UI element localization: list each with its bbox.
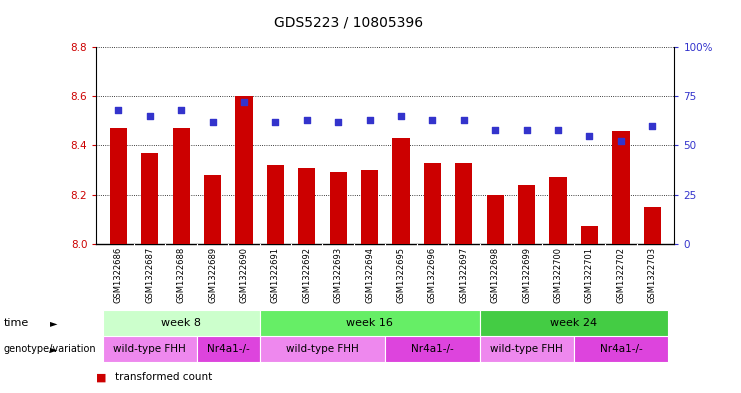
Bar [102,336,197,362]
Point [458,117,470,123]
Bar [612,130,630,244]
Bar [197,336,259,362]
Text: GSM1322700: GSM1322700 [554,247,562,303]
Bar [424,163,441,244]
Text: Nr4a1-/-: Nr4a1-/- [411,344,453,354]
Bar [259,310,479,336]
Text: GSM1322698: GSM1322698 [491,247,499,303]
Point [332,119,344,125]
Point [395,113,407,119]
Text: transformed count: transformed count [115,372,212,382]
Text: GSM1322696: GSM1322696 [428,247,437,303]
Text: GSM1322703: GSM1322703 [648,247,657,303]
Bar [361,170,378,244]
Text: genotype/variation: genotype/variation [4,344,96,354]
Point [615,138,627,145]
Bar [549,177,567,244]
Point [646,123,658,129]
Bar [385,336,479,362]
Point [175,107,187,113]
Bar [236,96,253,244]
Point [427,117,439,123]
Point [301,117,313,123]
Point [144,113,156,119]
Bar [518,185,535,244]
Point [113,107,124,113]
Bar [173,128,190,244]
Text: wild-type FHH: wild-type FHH [286,344,359,354]
Bar [581,226,598,244]
Text: GDS5223 / 10805396: GDS5223 / 10805396 [273,16,423,30]
Bar [479,336,574,362]
Point [364,117,376,123]
Point [521,127,533,133]
Text: GSM1322697: GSM1322697 [459,247,468,303]
Text: Nr4a1-/-: Nr4a1-/- [207,344,250,354]
Point [584,132,596,139]
Text: GSM1322699: GSM1322699 [522,247,531,303]
Text: week 8: week 8 [161,318,201,328]
Text: Nr4a1-/-: Nr4a1-/- [599,344,642,354]
Bar [574,336,668,362]
Point [207,119,219,125]
Text: GSM1322687: GSM1322687 [145,247,154,303]
Text: GSM1322695: GSM1322695 [396,247,405,303]
Text: GSM1322692: GSM1322692 [302,247,311,303]
Point [489,127,501,133]
Text: week 16: week 16 [346,318,393,328]
Text: time: time [4,318,29,328]
Bar [330,173,347,244]
Bar [102,310,259,336]
Text: ■: ■ [96,372,107,382]
Bar [110,128,127,244]
Bar [141,153,159,244]
Bar [393,138,410,244]
Text: GSM1322702: GSM1322702 [617,247,625,303]
Bar [644,207,661,244]
Bar [479,310,668,336]
Point [270,119,282,125]
Point [552,127,564,133]
Text: wild-type FHH: wild-type FHH [113,344,186,354]
Text: GSM1322689: GSM1322689 [208,247,217,303]
Text: GSM1322691: GSM1322691 [271,247,280,303]
Text: ►: ► [50,318,58,328]
Bar [298,167,316,244]
Point [238,99,250,105]
Bar [204,175,222,244]
Bar [259,336,385,362]
Text: GSM1322701: GSM1322701 [585,247,594,303]
Text: GSM1322686: GSM1322686 [114,247,123,303]
Text: GSM1322690: GSM1322690 [239,247,248,303]
Text: GSM1322688: GSM1322688 [176,247,186,303]
Bar [455,163,473,244]
Text: GSM1322694: GSM1322694 [365,247,374,303]
Text: ►: ► [50,344,58,354]
Text: GSM1322693: GSM1322693 [333,247,342,303]
Bar [267,165,284,244]
Text: week 24: week 24 [551,318,597,328]
Text: wild-type FHH: wild-type FHH [491,344,563,354]
Bar [487,195,504,244]
